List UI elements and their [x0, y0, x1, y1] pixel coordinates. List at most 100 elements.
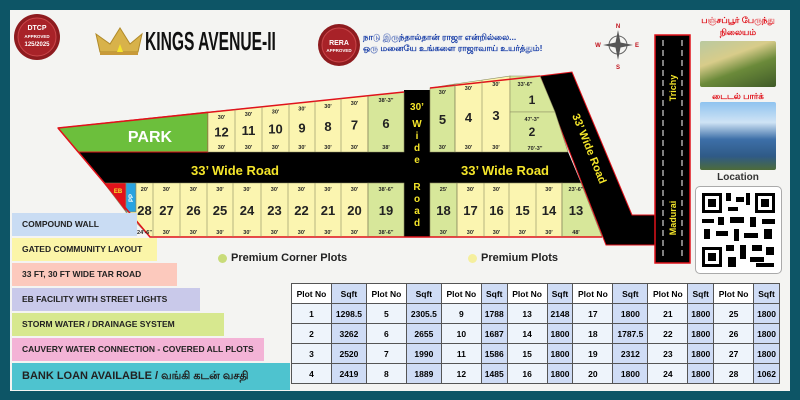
- header-plot-no: Plot No: [291, 283, 332, 304]
- plot-number: 20: [347, 203, 361, 218]
- plot-no-cell: 20: [572, 363, 614, 384]
- plot-top-dimension: 30': [439, 90, 447, 96]
- plot-top-dimension: 30': [245, 112, 253, 118]
- road-label-left: 33’ Wide Road: [191, 163, 279, 178]
- corner-plot-dot: [218, 253, 227, 263]
- plot-no-cell: 6: [365, 323, 407, 344]
- upper-left-plots: [207, 91, 405, 153]
- plot-bottom-dimension: 30': [272, 145, 280, 151]
- feature-item: EB FACILITY WITH STREET LIGHTS: [12, 288, 200, 311]
- sqft-cell: 1298.5: [330, 303, 367, 324]
- plot-no-cell: 16: [506, 363, 548, 384]
- sqft-cell: 1800: [687, 343, 715, 364]
- sqft-cell: 1990: [405, 343, 442, 364]
- boundary-line: [429, 75, 541, 89]
- header-plot-no: Plot No: [572, 283, 614, 304]
- plot-number: 25: [213, 203, 227, 218]
- sqft-cell: 1800: [546, 363, 574, 384]
- plot-top-dimension: 30': [190, 187, 198, 193]
- eb-label: EB: [114, 189, 123, 195]
- compass-n: N: [616, 24, 620, 30]
- page-title: KINGS AVENUE-II: [145, 26, 276, 56]
- plot-bottom-dimension: 30': [493, 230, 501, 236]
- plot-number: 8: [324, 119, 331, 134]
- plot-no-cell: 10: [440, 323, 482, 344]
- road-letter: W: [412, 119, 422, 130]
- plot-bottom-dimension: 30': [298, 145, 306, 151]
- plot-bottom-dimension: 30': [163, 230, 171, 236]
- rera-seal: RERA APPROVED: [318, 24, 360, 66]
- plot-no-cell: 5: [365, 303, 407, 324]
- plot-bottom-dimension: 48': [572, 230, 580, 236]
- dtcp-seal: DTCP APPROVED 125/2025: [14, 14, 60, 60]
- plot-no-cell: 7: [365, 343, 407, 364]
- sqft-cell: 1586: [480, 343, 508, 364]
- sqft-cell: 1800: [546, 323, 574, 344]
- plot-number: 28: [137, 203, 151, 218]
- plot-number: 4: [465, 110, 473, 125]
- sqft-cell: 1062: [753, 363, 780, 384]
- sqft-cell: 1800: [546, 343, 574, 364]
- upper-right-plots: [429, 75, 569, 153]
- table-header-row: Plot No Sqft Plot No Sqft Plot No Sqft Plot No…: [291, 283, 780, 304]
- tagline: நாடு இருந்தால்தான் ராஜா என்றில்லை... ஒரு…: [363, 32, 542, 54]
- plot-top-dimension: 30': [493, 187, 501, 193]
- compass-s: S: [616, 65, 620, 71]
- plot-top-dimension: 30': [465, 86, 473, 92]
- plot-top-dimension: 38'-3": [379, 98, 394, 104]
- plot-no-cell: 21: [647, 303, 689, 324]
- plot-bottom-dimension: 30': [245, 145, 253, 151]
- plot-no-cell: 9: [440, 303, 482, 324]
- plot-top-dimension: 30': [492, 82, 500, 88]
- plot-top-dimension: 30': [545, 187, 553, 193]
- sqft-cell: 1787.5: [612, 323, 649, 344]
- plot-top-dimension: 30': [272, 109, 280, 115]
- plot-bottom-dimension: 30': [467, 230, 475, 236]
- landmark-tidel-park-label: டைடல் பார்க்: [712, 91, 764, 101]
- sqft-cell: 3262: [330, 323, 367, 344]
- sqft-cell: 1687: [480, 323, 508, 344]
- feature-item: COMPOUND WALL: [12, 213, 137, 236]
- header-sqft: Sqft: [330, 283, 367, 304]
- crown-logo-icon: [95, 27, 143, 55]
- highway-trichy: Trichy: [668, 75, 678, 102]
- plot-no-cell: 28: [713, 363, 755, 384]
- plot-top-dimension: 30': [163, 187, 171, 193]
- table-row: 2 3262 6 2655 10 1687 14 1800 18 1787.5 22 1800 26 18…: [291, 323, 780, 344]
- sqft-cell: 1800: [687, 323, 715, 344]
- road-letter: i: [416, 131, 419, 142]
- plot-bottom-dimension: 30': [324, 230, 332, 236]
- legend-corner-plots: Premium Corner Plots: [218, 252, 347, 264]
- header-sqft: Sqft: [546, 283, 574, 304]
- road-label-vertical: W i d e R o a d: [412, 119, 422, 229]
- plot-number: 21: [321, 203, 335, 218]
- compass-w: W: [595, 43, 601, 49]
- plot-number: 24: [240, 203, 255, 218]
- header-plot-no: Plot No: [365, 283, 407, 304]
- premium-plot-dot: [468, 253, 477, 263]
- plot-top-dimension: 20': [141, 187, 149, 193]
- plot-number: 13: [569, 203, 583, 218]
- sqft-cell: 1800: [612, 363, 649, 384]
- plot-bottom-dimension: 30': [492, 145, 500, 151]
- plot-number: 5: [439, 112, 446, 127]
- sqft-cell: 1889: [405, 363, 442, 384]
- header-sqft: Sqft: [753, 283, 780, 304]
- plot-number: 3: [492, 108, 499, 123]
- rera-line-2: APPROVED: [326, 48, 352, 53]
- plot-number: 22: [294, 203, 308, 218]
- plot-1-dim: 33'-6": [518, 82, 533, 88]
- sqft-cell: 2312: [612, 343, 649, 364]
- landmark-bus-stand-label: பஞ்சப்பூர் பேருந்து நிலையம்: [701, 15, 775, 37]
- plot-no-cell: 27: [713, 343, 755, 364]
- plot-bottom-dimension: 30': [298, 230, 306, 236]
- plot-area-table: Plot No Sqft Plot No Sqft Plot No Sqft Plot No…: [291, 283, 780, 384]
- location-qr-code[interactable]: [695, 186, 782, 274]
- plot-top-dimension: 38'-6": [379, 187, 394, 193]
- qr-code-icon: [702, 193, 775, 267]
- plot-no-cell: 22: [647, 323, 689, 344]
- plot-bottom-dimension: 24'-6": [137, 230, 152, 236]
- sqft-cell: 2305.5: [405, 303, 442, 324]
- plot-number: 18: [436, 203, 450, 218]
